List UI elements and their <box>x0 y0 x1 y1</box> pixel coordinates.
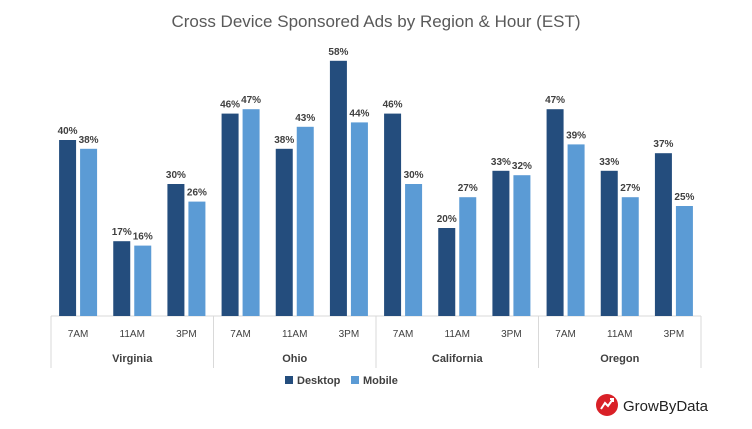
bar-mobile <box>567 144 585 316</box>
group-label: California <box>432 353 484 365</box>
bar-desktop <box>492 170 510 316</box>
data-label: 39% <box>566 130 586 141</box>
bar-desktop <box>59 140 77 316</box>
brand-name: GrowByData <box>623 398 709 415</box>
bars-layer <box>59 60 693 317</box>
data-label: 30% <box>166 170 186 181</box>
x-tick-label: 11AM <box>607 329 632 340</box>
bar-mobile <box>513 175 531 316</box>
data-label: 43% <box>295 113 315 124</box>
brand-logo: GrowByData <box>596 394 709 416</box>
x-tick-label: 3PM <box>501 329 522 340</box>
data-label: 30% <box>404 170 424 181</box>
bar-mobile <box>350 122 368 317</box>
bar-mobile <box>296 126 314 316</box>
bar-desktop <box>167 184 185 316</box>
bar-mobile <box>134 245 152 316</box>
data-label: 20% <box>437 214 457 225</box>
brand-logo-icon <box>596 394 618 416</box>
data-label: 26% <box>187 188 207 199</box>
legend-swatch-desktop <box>285 376 293 384</box>
data-label: 27% <box>458 183 478 194</box>
legend-swatch-mobile <box>351 376 359 384</box>
chart-title: Cross Device Sponsored Ads by Region & H… <box>171 12 580 31</box>
bar-mobile <box>242 109 260 316</box>
group-label: Virginia <box>112 353 153 365</box>
axis-layer <box>50 315 702 368</box>
legend: Desktop Mobile <box>285 375 398 387</box>
x-tick-label: 3PM <box>664 329 685 340</box>
bar-desktop <box>438 228 456 316</box>
data-label: 38% <box>274 135 294 146</box>
data-label: 27% <box>620 183 640 194</box>
bar-desktop <box>546 109 564 316</box>
data-label: 47% <box>241 95 261 106</box>
group-label: Oregon <box>600 353 639 365</box>
bar-mobile <box>405 184 423 316</box>
x-tick-label: 7AM <box>555 329 576 340</box>
bar-mobile <box>80 148 98 316</box>
x-tick-label: 7AM <box>230 329 251 340</box>
legend-label-desktop: Desktop <box>297 375 341 387</box>
bar-mobile <box>459 197 477 316</box>
x-tick-label: 3PM <box>339 329 360 340</box>
legend-label-mobile: Mobile <box>363 375 398 387</box>
data-label: 46% <box>220 100 240 111</box>
bar-mobile <box>621 197 639 316</box>
bar-desktop <box>654 153 672 316</box>
x-tick-label: 7AM <box>393 329 414 340</box>
x-tick-label: 11AM <box>120 329 145 340</box>
data-label: 37% <box>653 139 673 150</box>
group-label: Ohio <box>282 353 307 365</box>
data-label: 40% <box>58 126 78 137</box>
data-label: 33% <box>599 157 619 168</box>
data-label: 33% <box>491 157 511 168</box>
data-label: 17% <box>112 227 132 238</box>
bar-mobile <box>675 206 693 316</box>
bar-desktop <box>329 60 347 316</box>
data-label: 32% <box>512 161 532 172</box>
data-label: 25% <box>674 192 694 203</box>
data-label: 38% <box>79 135 99 146</box>
bar-desktop <box>221 113 239 316</box>
data-label: 58% <box>328 47 348 58</box>
data-label: 47% <box>545 95 565 106</box>
bar-desktop <box>384 113 402 316</box>
data-label: 16% <box>133 232 153 243</box>
x-tick-label: 11AM <box>445 329 470 340</box>
data-label: 44% <box>349 108 369 119</box>
x-tick-label: 7AM <box>68 329 89 340</box>
data-label: 46% <box>383 100 403 111</box>
bar-desktop <box>600 170 618 316</box>
x-tick-label: 3PM <box>176 329 197 340</box>
bar-desktop <box>275 148 293 316</box>
bar-desktop <box>113 241 131 316</box>
x-tick-label: 11AM <box>282 329 307 340</box>
bar-mobile <box>188 201 206 316</box>
